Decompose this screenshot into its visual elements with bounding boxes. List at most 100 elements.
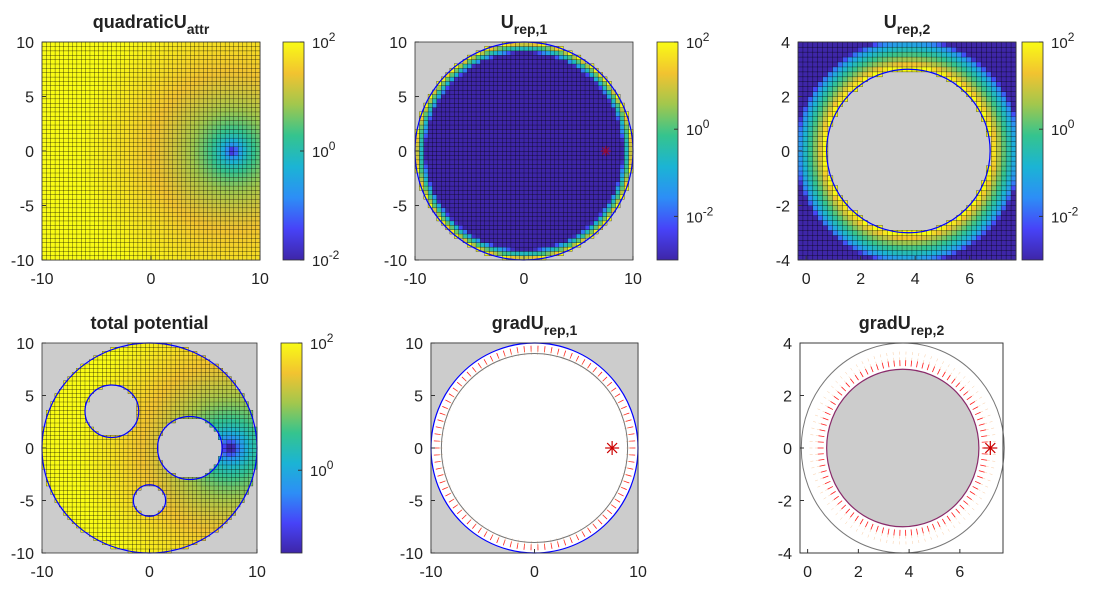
heatmap-cell xyxy=(532,163,538,169)
heatmap-cell xyxy=(842,240,848,246)
heatmap-cell xyxy=(76,124,82,130)
heatmap-cell xyxy=(545,98,551,104)
heatmap-cell xyxy=(41,41,47,47)
heatmap-cell xyxy=(852,225,858,231)
heatmap-cell xyxy=(519,98,525,104)
heatmap-cell xyxy=(137,46,143,52)
heatmap-cell xyxy=(536,54,542,60)
heatmap-cell xyxy=(567,94,573,100)
heatmap-cell xyxy=(255,146,261,152)
heatmap-cell xyxy=(246,120,252,126)
heatmap-cell xyxy=(454,124,459,130)
heatmap-cell xyxy=(76,120,82,126)
heatmap-cell xyxy=(619,185,625,191)
heatmap-cell xyxy=(229,89,235,95)
heatmap-cell xyxy=(510,207,516,213)
heatmap-cell xyxy=(124,176,130,182)
heatmap-cell xyxy=(528,67,534,73)
heatmap-cell xyxy=(176,81,182,86)
heatmap-cell xyxy=(807,101,814,107)
heatmap-cell xyxy=(852,244,858,251)
heatmap-cell xyxy=(812,61,819,68)
heatmap-cell xyxy=(155,172,161,178)
heatmap-cell xyxy=(454,229,459,235)
heatmap-cell xyxy=(133,229,139,235)
heatmap-cell xyxy=(458,98,464,104)
heatmap-cell xyxy=(89,102,95,108)
heatmap-cell xyxy=(445,155,451,161)
heatmap-cell xyxy=(229,107,235,113)
heatmap-cell xyxy=(549,172,555,178)
heatmap-cell xyxy=(484,224,490,230)
heatmap-cell xyxy=(150,150,156,156)
heatmap-cell xyxy=(580,229,586,235)
heatmap-cell xyxy=(168,98,174,104)
heatmap-cell xyxy=(510,203,516,209)
heatmap-cell xyxy=(510,150,516,156)
heatmap-cell xyxy=(549,133,555,139)
heatmap-cell xyxy=(255,194,261,200)
heatmap-cell xyxy=(233,185,239,191)
heatmap-cell xyxy=(242,211,248,217)
heatmap-cell xyxy=(133,63,139,69)
heatmap-cell xyxy=(440,146,446,152)
heatmap-cell xyxy=(419,163,425,169)
heatmap-cell xyxy=(563,120,568,126)
heatmap-cell xyxy=(46,246,52,252)
heatmap-cell xyxy=(523,133,529,139)
heatmap-cell xyxy=(159,168,165,174)
heatmap-cell xyxy=(502,89,507,95)
heatmap-cell xyxy=(94,85,100,91)
heatmap-cell xyxy=(480,72,486,78)
heatmap-cell xyxy=(185,155,191,161)
heatmap-cell xyxy=(163,107,169,113)
heatmap-cell xyxy=(497,94,503,100)
heatmap-cell xyxy=(475,168,481,174)
heatmap-cell xyxy=(802,165,809,172)
heatmap-cell xyxy=(571,111,577,117)
heatmap-cell xyxy=(624,129,630,134)
heatmap-cell xyxy=(172,98,178,104)
heatmap-cell xyxy=(190,172,195,178)
heatmap-cell xyxy=(519,54,525,60)
heatmap-cell xyxy=(89,190,95,195)
heatmap-cell xyxy=(822,126,829,132)
heatmap-cell xyxy=(89,242,95,248)
heatmap-cell xyxy=(536,159,542,165)
heatmap-cell xyxy=(120,41,126,47)
heatmap-cell xyxy=(523,233,529,239)
heatmap-cell xyxy=(502,63,507,69)
heatmap-cell xyxy=(216,102,222,108)
heatmap-cell xyxy=(449,203,455,209)
heatmap-cell xyxy=(471,120,477,126)
heatmap-cell xyxy=(155,224,161,230)
heatmap-cell xyxy=(584,85,590,91)
colorbar-tick-label: 100 xyxy=(312,139,336,161)
heatmap-cell xyxy=(436,129,442,134)
heatmap-cell xyxy=(220,190,226,195)
heatmap-cell xyxy=(85,63,91,69)
heatmap-cell xyxy=(502,46,507,52)
heatmap-cell xyxy=(233,224,239,230)
heatmap-cell xyxy=(515,137,521,143)
heatmap-cell xyxy=(168,94,174,100)
heatmap-cell xyxy=(242,163,248,169)
heatmap-cell xyxy=(436,142,442,148)
heatmap-cell xyxy=(176,255,182,261)
heatmap-cell xyxy=(246,255,252,261)
plot-title: quadraticUattr xyxy=(93,12,210,37)
heatmap-cell xyxy=(176,207,182,213)
heatmap-cell xyxy=(54,185,60,191)
heatmap-cell xyxy=(467,107,473,113)
heatmap-cell xyxy=(41,242,47,248)
heatmap-cell xyxy=(475,111,481,117)
heatmap-cell xyxy=(493,129,499,134)
heatmap-cell xyxy=(190,246,195,252)
heatmap-cell xyxy=(502,216,507,222)
heatmap-cell xyxy=(827,254,834,261)
heatmap-cell xyxy=(203,89,209,95)
heatmap-cell xyxy=(515,81,521,86)
heatmap-cell xyxy=(133,133,139,139)
heatmap-cell xyxy=(510,194,516,200)
